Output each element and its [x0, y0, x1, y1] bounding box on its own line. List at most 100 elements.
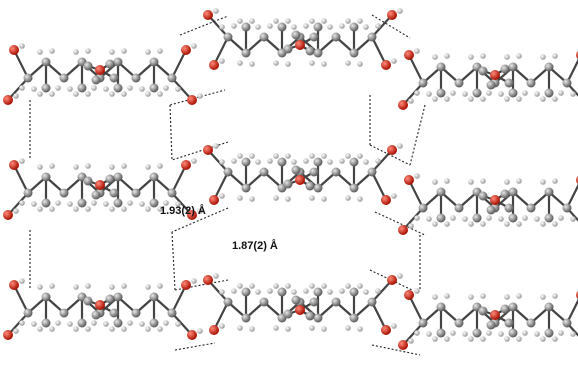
hydrogen-atom	[552, 336, 558, 342]
carbon-atom	[278, 288, 287, 297]
hydrogen-atom	[109, 326, 115, 332]
hydrogen-atom	[267, 158, 273, 164]
hydrogen-atom	[19, 200, 25, 206]
hydrogen-atom	[273, 283, 279, 289]
hydrogen-atom	[540, 221, 546, 227]
hydrogen-atom	[558, 330, 564, 336]
oxygen-atom	[9, 45, 19, 55]
carbon-atom	[132, 189, 141, 198]
carbon-atom	[114, 173, 123, 182]
hydrogen-atom	[19, 85, 25, 91]
hydrogen-atom	[85, 283, 91, 289]
hydrogen-atom	[570, 216, 576, 222]
hydrogen-atom	[197, 328, 203, 334]
carbon-atom	[487, 321, 496, 330]
oxygen-atom	[181, 280, 191, 290]
carbon-atom	[110, 189, 119, 198]
carbon-atom	[78, 319, 87, 328]
carbon-atom	[368, 33, 377, 42]
hydrogen-atom	[522, 215, 528, 221]
carbon-atom	[306, 47, 315, 56]
hydrogen-atom	[273, 153, 279, 159]
hydrogen-atom	[504, 294, 510, 300]
oxygen-atom	[490, 195, 500, 205]
hydrogen-atom	[175, 86, 181, 92]
hydrogen-atom	[37, 164, 43, 170]
hydrogen-atom	[49, 91, 55, 97]
carbon-atom	[509, 214, 518, 223]
carbon-atom	[42, 199, 51, 208]
hydrogen-atom	[213, 8, 219, 14]
hydrogen-atom	[255, 24, 261, 30]
hydrogen-atom	[255, 289, 261, 295]
hydrogen-atom	[468, 96, 474, 102]
carbon-atom	[419, 79, 428, 88]
hydrogen-atom	[237, 60, 243, 66]
carbon-atom	[487, 206, 496, 215]
oxygen-atom	[398, 340, 408, 350]
carbon-atom	[292, 31, 301, 40]
carbon-atom	[350, 23, 359, 32]
hydrogen-atom	[219, 159, 225, 165]
carbon-atom	[505, 319, 514, 328]
oxygen-atom	[3, 95, 13, 105]
oxygen-atom	[295, 175, 305, 185]
hydrogen-atom	[357, 326, 363, 332]
hydrogen-atom	[480, 96, 486, 102]
hydrogen-atom	[516, 53, 522, 59]
hydrogen-atom	[414, 173, 420, 179]
hydrogen-atom	[163, 320, 169, 326]
hydrogen-atom	[191, 278, 197, 284]
hydrogen-atom	[363, 289, 369, 295]
carbon-atom	[306, 312, 315, 321]
hydrogen-atom	[432, 96, 438, 102]
hydrogen-atom	[522, 330, 528, 336]
hydrogen-atom	[309, 325, 315, 331]
hydrogen-atom	[145, 326, 151, 332]
hydrogen-atom	[109, 206, 115, 212]
hydrogen-atom	[121, 326, 127, 332]
carbon-atom	[150, 293, 159, 302]
oxygen-atom	[203, 145, 213, 155]
hydrogen-atom	[157, 326, 163, 332]
carbon-atom	[110, 309, 119, 318]
hydrogen-atom	[219, 289, 225, 295]
distance-label: 1.87(2) Å	[232, 239, 278, 252]
hydrogen-atom	[345, 195, 351, 201]
hydrogen-atom	[31, 201, 37, 207]
hydrogen-atom	[273, 60, 279, 66]
carbon-atom	[419, 319, 428, 328]
hydrogen-atom	[145, 49, 151, 55]
carbon-atom	[473, 329, 482, 338]
hydrogen-atom	[345, 325, 351, 331]
hydrogen-atom	[121, 48, 127, 54]
hydrogen-atom	[291, 289, 297, 295]
hydrogen-atom	[468, 294, 474, 300]
hydrogen-atom	[552, 178, 558, 184]
hydrogen-atom	[91, 320, 97, 326]
carbon-atom	[168, 309, 177, 318]
hydrogen-atom	[357, 196, 363, 202]
hydrogen-atom	[391, 323, 397, 329]
oxygen-atom	[398, 100, 408, 110]
carbon-atom	[242, 49, 251, 58]
carbon-atom	[114, 84, 123, 93]
hydrogen-atom	[540, 54, 546, 60]
hydrogen-atom	[345, 60, 351, 66]
crystal-structure: 1.93(2) Å 1.87(2) Å	[0, 0, 578, 367]
carbon-atom	[150, 319, 159, 328]
carbon-atom	[368, 168, 377, 177]
carbon-atom	[114, 199, 123, 208]
hydrogen-atom	[426, 91, 432, 97]
carbon-atom	[350, 184, 359, 193]
carbon-atom	[310, 298, 319, 307]
hydrogen-atom	[127, 85, 133, 91]
carbon-atom	[437, 214, 446, 223]
hydrogen-atom	[408, 223, 414, 229]
oxygen-atom	[209, 325, 219, 335]
oxygen-atom	[404, 290, 414, 300]
carbon-atom	[437, 89, 446, 98]
hydrogen-atom	[321, 283, 327, 289]
hydrogen-atom	[462, 331, 468, 337]
hydrogen-atom	[327, 24, 333, 30]
